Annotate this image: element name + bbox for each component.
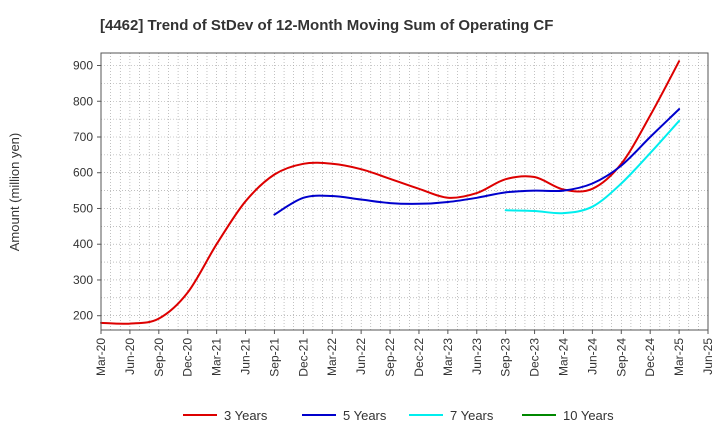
x-tick-label: Mar-24 [556,338,570,376]
y-axis-ticks: 200 300 400 500 600 700 800 900 [73,59,101,323]
y-tick-label: 300 [73,273,93,287]
chart-title: [4462] Trend of StDev of 12-Month Moving… [100,17,553,34]
x-tick-label: Dec-20 [181,338,195,377]
x-tick-label: Sep-22 [383,338,397,377]
y-tick-label: 200 [73,309,93,323]
x-tick-label: Dec-23 [528,338,542,377]
x-tick-label: Jun-24 [585,338,599,375]
x-tick-label: Dec-24 [643,338,657,377]
y-tick-label: 500 [73,201,93,215]
legend-label-3-years: 3 Years [224,408,268,423]
legend-label-7-years: 7 Years [450,408,494,423]
x-tick-label: Jun-20 [123,338,137,375]
legend-label-10-years: 10 Years [563,408,614,423]
y-tick-label: 900 [73,59,93,73]
plot-frame [100,52,709,331]
y-tick-label: 800 [73,94,93,108]
x-tick-label: Sep-24 [614,338,628,377]
x-tick-label: Sep-23 [499,338,513,377]
x-tick-label: Jun-22 [354,338,368,375]
x-tick-label: Mar-21 [210,338,224,376]
y-tick-label: 700 [73,130,93,144]
series-line-3-years [100,60,681,325]
y-tick-label: 600 [73,166,93,180]
x-tick-label: Mar-23 [441,338,455,376]
y-tick-label: 400 [73,237,93,251]
x-tick-label: Sep-20 [152,338,166,377]
x-tick-label: Jun-25 [701,338,715,375]
legend: 3 Years 5 Years 7 Years 10 Years [183,408,614,423]
x-tick-label: Mar-20 [94,338,108,376]
x-tick-label: Dec-22 [412,338,426,377]
series-line-5-years [273,108,681,216]
x-tick-label: Sep-21 [267,338,281,377]
grid [100,53,708,330]
x-tick-label: Mar-25 [672,338,686,376]
y-axis-label: Amount (million yen) [7,133,22,252]
x-axis-ticks: Mar-20 Jun-20 Sep-20 Dec-20 Mar-21 Jun-21 Sep-… [94,330,715,377]
legend-label-5-years: 5 Years [343,408,387,423]
x-tick-label: Jun-23 [470,338,484,375]
x-tick-label: Dec-21 [296,338,310,377]
x-tick-label: Mar-22 [325,338,339,376]
x-tick-label: Jun-21 [239,338,253,375]
series-line-7-years [504,119,681,215]
series-group [100,60,681,325]
